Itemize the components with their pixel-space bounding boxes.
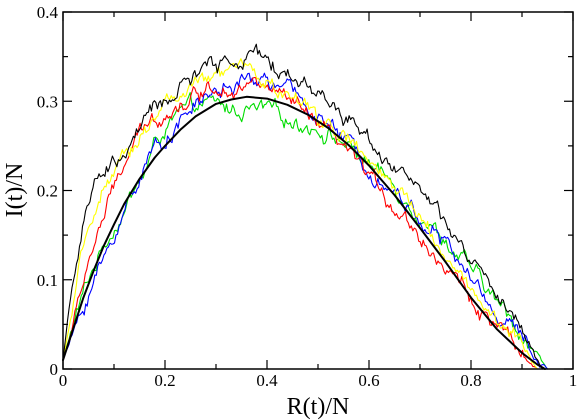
- y-tick-label: 0.3: [37, 92, 58, 111]
- x-axis-label: R(t)/N: [287, 394, 350, 420]
- series-layer: [62, 43, 549, 370]
- x-tick-label: 0.6: [358, 371, 379, 390]
- x-tick-label: 0: [59, 371, 68, 390]
- tick-layer: 0 0.2 0.4 0.6 0.8 1 0 0.1 0.2 0.3 0.4: [37, 3, 578, 390]
- y-axis-label: I(t)/N: [2, 163, 28, 218]
- series-line-3: [62, 58, 538, 370]
- series-line-4: [62, 43, 543, 370]
- series-line-1: [62, 72, 549, 370]
- x-tick-label: 0.2: [154, 371, 175, 390]
- x-tick-label: 0.8: [460, 371, 481, 390]
- x-tick-label: 0.4: [256, 371, 278, 390]
- y-tick-label: 0.1: [37, 271, 58, 290]
- fit-curve: [62, 95, 546, 370]
- x-tick-label: 1: [569, 371, 578, 390]
- y-tick-label: 0.4: [37, 3, 59, 22]
- y-tick-label: 0: [50, 360, 59, 379]
- y-tick-label: 0.2: [37, 182, 58, 201]
- series-line-0: [62, 92, 549, 370]
